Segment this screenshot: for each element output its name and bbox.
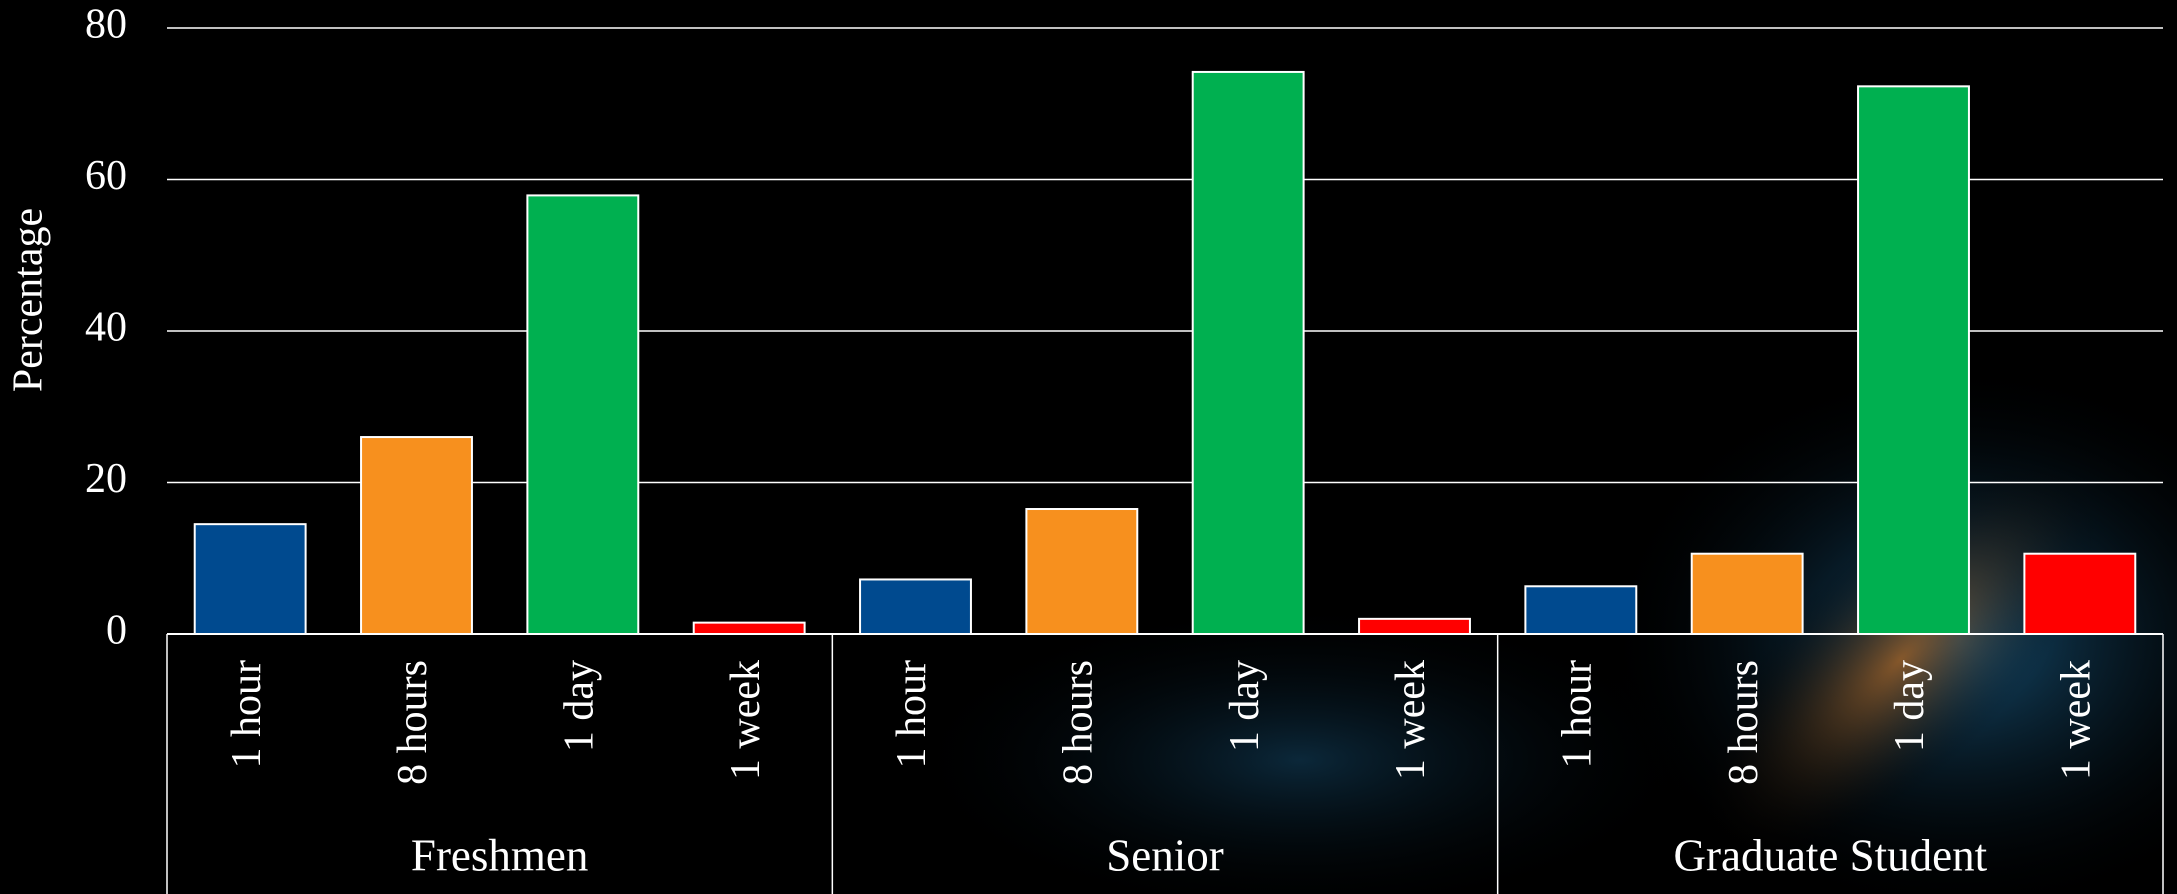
x-tick-label: 1 week	[2053, 660, 2099, 780]
bar	[1025, 508, 1139, 636]
bar	[360, 436, 473, 635]
y-tick-label: 40	[85, 305, 127, 351]
x-tick-label: 1 week	[723, 660, 769, 780]
decor-glow	[1700, 460, 2100, 860]
bar	[692, 621, 806, 636]
x-tick-label: 1 day	[556, 660, 602, 752]
x-tick-label: 8 hours	[390, 660, 436, 785]
group-label: Graduate Student	[1673, 830, 1987, 880]
x-tick-label: 8 hours	[1721, 660, 1767, 785]
bar	[1191, 70, 1305, 635]
x-tick-label: 8 hours	[1055, 660, 1101, 785]
bar	[859, 578, 972, 636]
x-tick-label: 1 day	[1222, 660, 1268, 752]
y-tick-label: 20	[85, 456, 127, 502]
bar	[526, 194, 640, 635]
bar	[2023, 552, 2137, 636]
decor-glow	[900, 600, 1700, 894]
x-tick-label: 1 hour	[889, 660, 935, 769]
bar	[1690, 552, 1804, 636]
x-tick-label: 1 day	[1887, 660, 1933, 752]
y-tick-label: 60	[85, 153, 127, 199]
x-tick-label: 1 hour	[224, 660, 270, 769]
bar	[1857, 85, 1970, 635]
y-tick-label: 80	[85, 2, 127, 48]
bar	[1358, 617, 1471, 635]
group-label: Freshmen	[411, 830, 588, 880]
y-tick-label: 0	[106, 608, 127, 654]
bar	[193, 523, 307, 635]
x-tick-label: 1 hour	[1554, 660, 1600, 769]
bar	[1524, 585, 1638, 636]
group-label: Senior	[1106, 830, 1224, 880]
y-axis-label: Percentage	[6, 208, 52, 392]
x-tick-label: 1 week	[1388, 660, 1434, 780]
